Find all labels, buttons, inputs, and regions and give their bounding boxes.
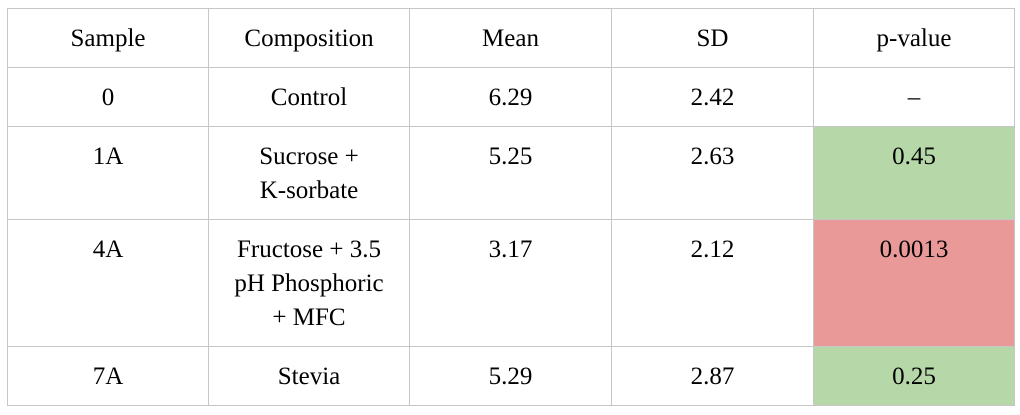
sample-cell: 0 bbox=[7, 67, 209, 127]
p-value-cell: 0.0013 bbox=[813, 219, 1015, 347]
composition-line: + MFC bbox=[272, 304, 346, 331]
sd-cell: 2.12 bbox=[611, 219, 814, 347]
sample-cell: 4A bbox=[7, 219, 209, 347]
table-row: 0 Control 6.29 2.42 – bbox=[7, 67, 1015, 127]
results-table: Sample Composition Mean SD p-value 0 Con… bbox=[7, 8, 1015, 406]
table-row: 4A Fructose + 3.5 pH Phosphoric + MFC 3.… bbox=[7, 219, 1015, 347]
header-row: Sample Composition Mean SD p-value bbox=[7, 8, 1015, 68]
sd-cell: 2.87 bbox=[611, 346, 814, 406]
sample-value: 1A bbox=[92, 143, 124, 170]
composition-cell: Fructose + 3.5 pH Phosphoric + MFC bbox=[208, 219, 410, 347]
sample-value: 0 bbox=[101, 84, 115, 111]
p-value: 0.0013 bbox=[879, 236, 949, 263]
composition-line: K-sorbate bbox=[259, 177, 359, 204]
sd-value: 2.63 bbox=[690, 143, 735, 170]
p-value-cell: – bbox=[813, 67, 1015, 127]
table-row: 7A Stevia 5.29 2.87 0.25 bbox=[7, 346, 1015, 406]
mean-cell: 5.25 bbox=[409, 126, 612, 220]
sample-value: 4A bbox=[92, 236, 124, 263]
mean-value: 5.29 bbox=[488, 363, 533, 390]
composition-line: Stevia bbox=[277, 363, 341, 390]
composition-cell: Stevia bbox=[208, 346, 410, 406]
composition-value: Sucrose + K-sorbate bbox=[209, 127, 409, 208]
sample-value: 7A bbox=[92, 363, 124, 390]
sd-value: 2.12 bbox=[690, 236, 735, 263]
mean-value: 5.25 bbox=[488, 143, 533, 170]
composition-line: Sucrose + bbox=[259, 143, 359, 170]
p-value-cell: 0.25 bbox=[813, 346, 1015, 406]
composition-value: Fructose + 3.5 pH Phosphoric + MFC bbox=[209, 220, 409, 335]
header-p-value: p-value bbox=[876, 25, 952, 52]
header-mean: Mean bbox=[482, 25, 539, 52]
p-value: 0.45 bbox=[892, 143, 936, 170]
header-cell-composition: Composition bbox=[208, 8, 410, 68]
header-cell-sample: Sample bbox=[7, 8, 209, 68]
header-composition: Composition bbox=[244, 25, 374, 52]
composition-line: Control bbox=[270, 84, 348, 111]
sd-cell: 2.42 bbox=[611, 67, 814, 127]
composition-line: Fructose + 3.5 bbox=[237, 236, 381, 263]
header-sd: SD bbox=[696, 25, 729, 52]
mean-cell: 3.17 bbox=[409, 219, 612, 347]
composition-value: Stevia bbox=[209, 347, 409, 394]
p-value: – bbox=[907, 84, 921, 111]
sample-cell: 1A bbox=[7, 126, 209, 220]
sd-cell: 2.63 bbox=[611, 126, 814, 220]
mean-cell: 5.29 bbox=[409, 346, 612, 406]
p-value-cell: 0.45 bbox=[813, 126, 1015, 220]
mean-value: 3.17 bbox=[488, 236, 533, 263]
sample-cell: 7A bbox=[7, 346, 209, 406]
composition-value: Control bbox=[209, 68, 409, 115]
header-cell-sd: SD bbox=[611, 8, 814, 68]
header-cell-mean: Mean bbox=[409, 8, 612, 68]
sd-value: 2.42 bbox=[690, 84, 735, 111]
sd-value: 2.87 bbox=[690, 363, 735, 390]
p-value: 0.25 bbox=[892, 363, 936, 390]
header-cell-p-value: p-value bbox=[813, 8, 1015, 68]
header-sample: Sample bbox=[70, 25, 146, 52]
composition-line: pH Phosphoric bbox=[234, 270, 384, 297]
mean-cell: 6.29 bbox=[409, 67, 612, 127]
mean-value: 6.29 bbox=[488, 84, 533, 111]
composition-cell: Sucrose + K-sorbate bbox=[208, 126, 410, 220]
composition-cell: Control bbox=[208, 67, 410, 127]
table-row: 1A Sucrose + K-sorbate 5.25 2.63 0.45 bbox=[7, 126, 1015, 220]
